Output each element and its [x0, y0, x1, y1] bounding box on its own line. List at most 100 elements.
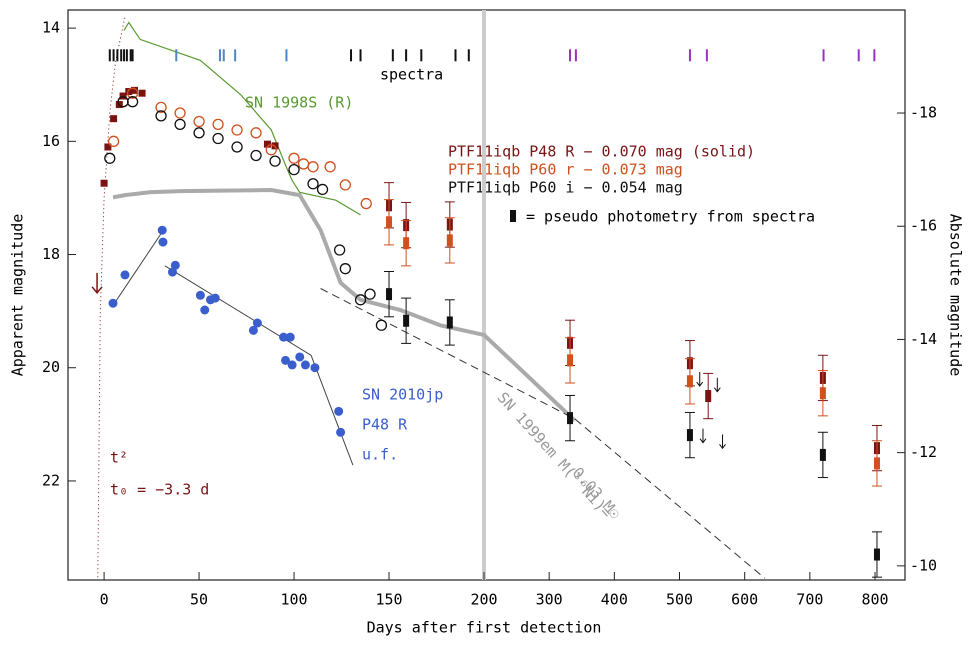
- point: [126, 96, 139, 108]
- point: [193, 127, 205, 139]
- point: [170, 260, 180, 270]
- x-tick-label: 700: [796, 591, 823, 609]
- curve: [112, 231, 163, 306]
- point: [307, 161, 319, 173]
- point: [104, 152, 116, 164]
- y-axis-label: Apparent magnitude: [9, 214, 27, 377]
- x-tick-label: 0: [100, 591, 109, 609]
- point: [250, 127, 262, 139]
- point: [295, 352, 305, 362]
- point: [104, 143, 112, 151]
- point: [126, 87, 139, 99]
- point: [285, 332, 295, 342]
- pseudo-point: [819, 448, 826, 461]
- point: [310, 363, 320, 373]
- y-tick-label: 22: [42, 471, 60, 489]
- point: [354, 294, 367, 306]
- y2-tick-label: -14: [910, 330, 937, 348]
- x-tick-label: 800: [861, 591, 888, 609]
- pseudo-point: [873, 457, 880, 470]
- point: [200, 305, 210, 315]
- point: [157, 225, 167, 235]
- point: [107, 135, 120, 147]
- point: [110, 115, 118, 123]
- point: [158, 237, 168, 247]
- y-tick-label: 18: [42, 245, 60, 263]
- point: [138, 89, 146, 97]
- pseudo-point: [705, 390, 712, 403]
- upper-limit: [696, 372, 704, 387]
- legend-p48: PTF11iqb P48 R − 0.070 mag (solid): [448, 143, 755, 161]
- jp-uf: u.f.: [362, 446, 398, 464]
- point: [279, 332, 289, 342]
- point: [120, 270, 130, 280]
- pseudo-point: [403, 314, 410, 327]
- x-tick-label: 300: [536, 591, 563, 609]
- pseudo-point: [567, 412, 574, 425]
- y-tick-label: 14: [42, 19, 60, 37]
- y2-tick-label: -18: [910, 104, 937, 122]
- point: [100, 179, 108, 187]
- t2-label: t²: [110, 449, 128, 467]
- point: [252, 318, 262, 328]
- pseudo-point: [819, 387, 826, 400]
- point: [174, 107, 186, 119]
- point: [231, 124, 243, 136]
- curve: [112, 187, 576, 422]
- point: [108, 298, 118, 308]
- point: [297, 158, 310, 170]
- point: [300, 360, 310, 370]
- point: [288, 152, 300, 164]
- pseudo-point: [686, 429, 693, 442]
- point: [231, 141, 243, 153]
- x-tick-label: 200: [470, 591, 497, 609]
- point: [130, 86, 138, 94]
- point: [307, 178, 319, 190]
- x-tick-label: 100: [280, 591, 307, 609]
- point: [212, 118, 224, 130]
- point: [287, 360, 297, 370]
- jp-band: P48 R: [362, 416, 408, 434]
- upper-limit: [713, 377, 721, 393]
- point: [265, 144, 277, 156]
- point: [263, 140, 271, 148]
- point: [364, 288, 376, 300]
- x-tick-label: 500: [666, 591, 693, 609]
- pseudo-point: [686, 375, 693, 388]
- x-tick-label: 150: [375, 591, 402, 609]
- pseudo-point: [873, 548, 880, 561]
- pseudo-point: [567, 354, 574, 367]
- point: [167, 267, 177, 277]
- curve: [320, 288, 766, 579]
- axis-break: [482, 10, 486, 580]
- point: [210, 293, 220, 303]
- y2-tick-label: -10: [910, 556, 937, 574]
- pseudo-point: [446, 234, 453, 247]
- point: [280, 355, 290, 365]
- upper-limit: [699, 428, 707, 444]
- point: [174, 118, 186, 130]
- y2-tick-label: -12: [910, 443, 937, 461]
- point: [193, 115, 205, 128]
- pseudo-point: [386, 216, 393, 229]
- y-tick-label: 16: [42, 132, 60, 150]
- point: [339, 179, 351, 191]
- upper-limit: [719, 434, 726, 450]
- legend-p60i: PTF11iqb P60 i − 0.054 mag: [448, 179, 683, 197]
- point: [324, 161, 336, 173]
- point: [250, 149, 262, 162]
- plot-frame: [67, 9, 906, 581]
- point: [119, 92, 127, 100]
- x-axis-label: Days after first detection: [367, 619, 602, 637]
- point: [339, 263, 351, 275]
- point: [248, 325, 258, 335]
- upper-limit: [91, 272, 103, 295]
- pseudo-point: [403, 237, 410, 250]
- curve: [123, 21, 361, 216]
- spectra-label: spectra: [380, 66, 443, 84]
- curve: [164, 265, 354, 466]
- point: [333, 244, 346, 256]
- point: [334, 406, 344, 416]
- pseudo-point: [446, 316, 453, 329]
